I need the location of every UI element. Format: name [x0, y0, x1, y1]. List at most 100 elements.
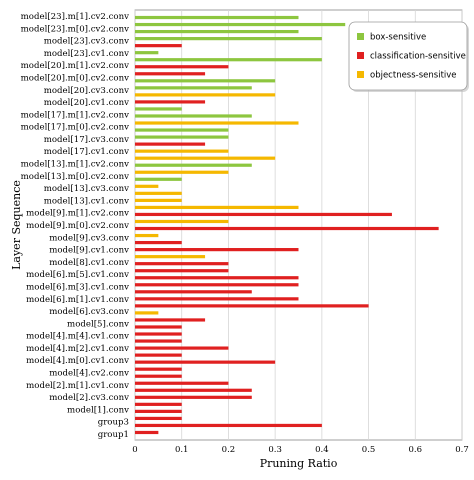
bar-box-16	[135, 128, 229, 132]
category-label: model[23].m[1].cv2.conv	[21, 12, 129, 22]
bar-obj-25	[135, 191, 182, 195]
bar-cls-55	[135, 402, 182, 406]
category-label: model[13].m[0].cv2.conv	[21, 172, 129, 182]
bar-box-2	[135, 29, 299, 34]
category-label: model[17].cv3.conv	[44, 135, 129, 145]
bar-cls-38	[135, 283, 299, 287]
category-label: model[6].m[3].cv1.conv	[26, 282, 129, 292]
x-tick-label: 0.5	[362, 445, 376, 455]
category-label: model[20].cv3.conv	[44, 86, 129, 96]
category-label: model[13].cv1.conv	[44, 196, 129, 206]
legend-label-cls: classification-sensitive	[370, 52, 466, 62]
legend-swatch-obj	[357, 71, 364, 78]
category-label: model[9].cv1.conv	[49, 246, 129, 256]
category-label: model[6].m[5].cv1.conv	[26, 270, 129, 280]
bar-cls-44	[135, 325, 182, 329]
bar-cls-8	[135, 72, 206, 76]
category-label: model[9].m[0].cv2.conv	[26, 221, 129, 231]
category-label: model[17].cv1.conv	[44, 147, 129, 157]
category-label: model[13].cv3.conv	[44, 184, 129, 194]
bar-cls-56	[135, 409, 182, 413]
bar-cls-43	[135, 318, 206, 322]
bar-cls-33	[135, 248, 299, 252]
bar-obj-31	[135, 233, 159, 238]
category-label: model[2].m[1].cv1.conv	[26, 381, 129, 391]
bar-box-0	[135, 15, 299, 20]
bar-obj-24	[135, 184, 159, 188]
bar-group	[135, 15, 439, 435]
category-label: group1	[98, 430, 129, 440]
bar-cls-35	[135, 262, 229, 266]
category-label: model[20].cv1.conv	[44, 98, 129, 108]
bar-obj-15	[135, 121, 299, 125]
bar-obj-29	[135, 219, 229, 224]
bar-cls-37	[135, 276, 299, 280]
x-tick-label: 0.7	[455, 445, 469, 455]
category-labels: model[23].m[1].cv2.conv model[23].m[0].cv…	[21, 12, 129, 440]
category-label: model[20].m[1].cv2.conv	[21, 61, 129, 71]
bar-cls-4	[135, 44, 182, 48]
bar-cls-36	[135, 269, 229, 273]
bar-obj-42	[135, 311, 159, 315]
bar-cls-47	[135, 346, 229, 350]
x-axis-title: Pruning Ratio	[260, 457, 338, 470]
category-label: model[4].m[2].cv1.conv	[26, 344, 129, 354]
category-label: model[13].m[1].cv2.conv	[21, 160, 129, 170]
bar-cls-48	[135, 353, 182, 357]
bar-cls-28	[135, 212, 392, 217]
bar-box-13	[135, 107, 182, 111]
x-tick-label: 0.1	[175, 445, 189, 455]
legend-swatch-box	[357, 33, 364, 40]
bar-cls-50	[135, 367, 182, 371]
bar-cls-59	[135, 430, 159, 435]
bar-cls-32	[135, 240, 182, 245]
bar-cls-51	[135, 374, 182, 378]
legend-label-obj: objectness-sensitive	[370, 71, 457, 81]
x-tick-label: 0.3	[268, 445, 282, 455]
bar-cls-53	[135, 388, 252, 392]
x-tick-label: 0	[132, 445, 137, 455]
bar-cls-40	[135, 297, 299, 301]
category-label: model[17].m[1].cv2.conv	[21, 110, 129, 120]
category-label: model[4].m[4].cv1.conv	[26, 332, 129, 342]
bar-obj-11	[135, 93, 276, 97]
x-tick-label: 0.2	[222, 445, 236, 455]
category-label: model[1].conv	[67, 405, 129, 415]
bar-box-9	[135, 79, 276, 83]
bar-cls-41	[135, 304, 369, 308]
bar-box-1	[135, 22, 346, 27]
category-label: model[23].cv1.conv	[44, 49, 129, 59]
legend-label-box: box-sensitive	[370, 33, 426, 43]
bar-obj-26	[135, 198, 182, 202]
bar-cls-54	[135, 395, 252, 399]
category-label: model[9].cv3.conv	[49, 233, 129, 243]
bar-cls-39	[135, 290, 252, 294]
bar-cls-45	[135, 332, 182, 336]
category-label: model[4].cv2.conv	[49, 369, 129, 379]
bar-cls-57	[135, 416, 182, 421]
bar-box-23	[135, 177, 182, 181]
bar-box-17	[135, 135, 229, 139]
category-label: model[23].m[0].cv2.conv	[21, 24, 129, 34]
category-label: model[23].cv3.conv	[44, 37, 129, 47]
category-label: model[5].conv	[67, 319, 129, 329]
bar-box-10	[135, 86, 252, 90]
legend-box	[348, 21, 468, 91]
legend: box-sensitive classification-sensitive obj…	[348, 21, 469, 92]
bar-cls-30	[135, 226, 439, 231]
category-label: model[2].cv3.conv	[49, 393, 129, 403]
bar-box-6	[135, 58, 322, 62]
bar-box-21	[135, 163, 252, 167]
x-tick-label: 0.6	[409, 445, 423, 455]
bar-cls-58	[135, 423, 322, 428]
y-axis-title: Layer Sequence	[10, 180, 23, 270]
bar-box-3	[135, 37, 322, 41]
category-label: model[4].m[0].cv1.conv	[26, 356, 129, 366]
bar-box-5	[135, 51, 159, 55]
category-label: model[17].m[0].cv2.conv	[21, 123, 129, 133]
bar-cls-52	[135, 381, 229, 385]
bar-obj-20	[135, 156, 276, 160]
bar-obj-19	[135, 149, 229, 153]
x-tick-label: 0.4	[315, 445, 329, 455]
